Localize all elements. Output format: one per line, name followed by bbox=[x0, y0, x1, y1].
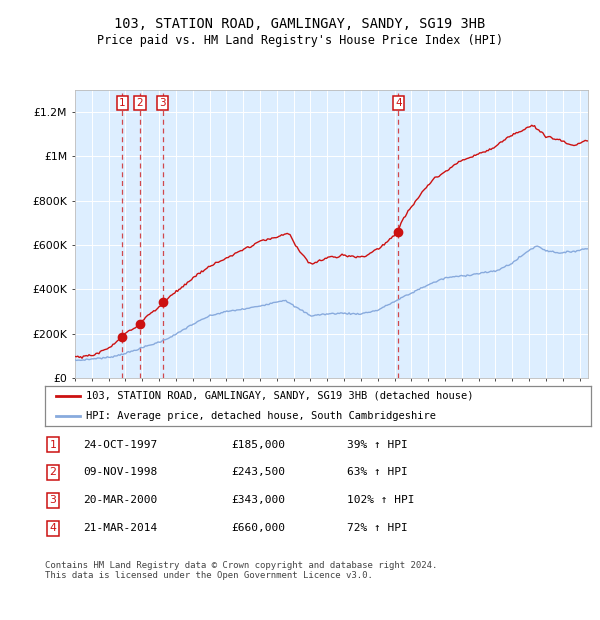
Text: 2: 2 bbox=[49, 467, 56, 477]
Text: 1: 1 bbox=[49, 440, 56, 450]
Text: £243,500: £243,500 bbox=[231, 467, 285, 477]
Text: 39% ↑ HPI: 39% ↑ HPI bbox=[347, 440, 407, 450]
Text: 72% ↑ HPI: 72% ↑ HPI bbox=[347, 523, 407, 533]
Text: £343,000: £343,000 bbox=[231, 495, 285, 505]
Text: 21-MAR-2014: 21-MAR-2014 bbox=[83, 523, 157, 533]
Text: Contains HM Land Registry data © Crown copyright and database right 2024.
This d: Contains HM Land Registry data © Crown c… bbox=[45, 561, 437, 580]
Text: 3: 3 bbox=[160, 98, 166, 108]
Text: 103, STATION ROAD, GAMLINGAY, SANDY, SG19 3HB: 103, STATION ROAD, GAMLINGAY, SANDY, SG1… bbox=[115, 17, 485, 30]
Text: 103, STATION ROAD, GAMLINGAY, SANDY, SG19 3HB (detached house): 103, STATION ROAD, GAMLINGAY, SANDY, SG1… bbox=[86, 391, 473, 401]
Text: 1: 1 bbox=[119, 98, 125, 108]
Text: 20-MAR-2000: 20-MAR-2000 bbox=[83, 495, 157, 505]
Text: 24-OCT-1997: 24-OCT-1997 bbox=[83, 440, 157, 450]
Text: 4: 4 bbox=[49, 523, 56, 533]
Text: Price paid vs. HM Land Registry's House Price Index (HPI): Price paid vs. HM Land Registry's House … bbox=[97, 34, 503, 46]
Text: £185,000: £185,000 bbox=[231, 440, 285, 450]
Text: HPI: Average price, detached house, South Cambridgeshire: HPI: Average price, detached house, Sout… bbox=[86, 411, 436, 421]
Text: 09-NOV-1998: 09-NOV-1998 bbox=[83, 467, 157, 477]
Text: £660,000: £660,000 bbox=[231, 523, 285, 533]
Text: 3: 3 bbox=[49, 495, 56, 505]
Text: 2: 2 bbox=[137, 98, 143, 108]
Text: 4: 4 bbox=[395, 98, 401, 108]
Text: 63% ↑ HPI: 63% ↑ HPI bbox=[347, 467, 407, 477]
Text: 102% ↑ HPI: 102% ↑ HPI bbox=[347, 495, 414, 505]
